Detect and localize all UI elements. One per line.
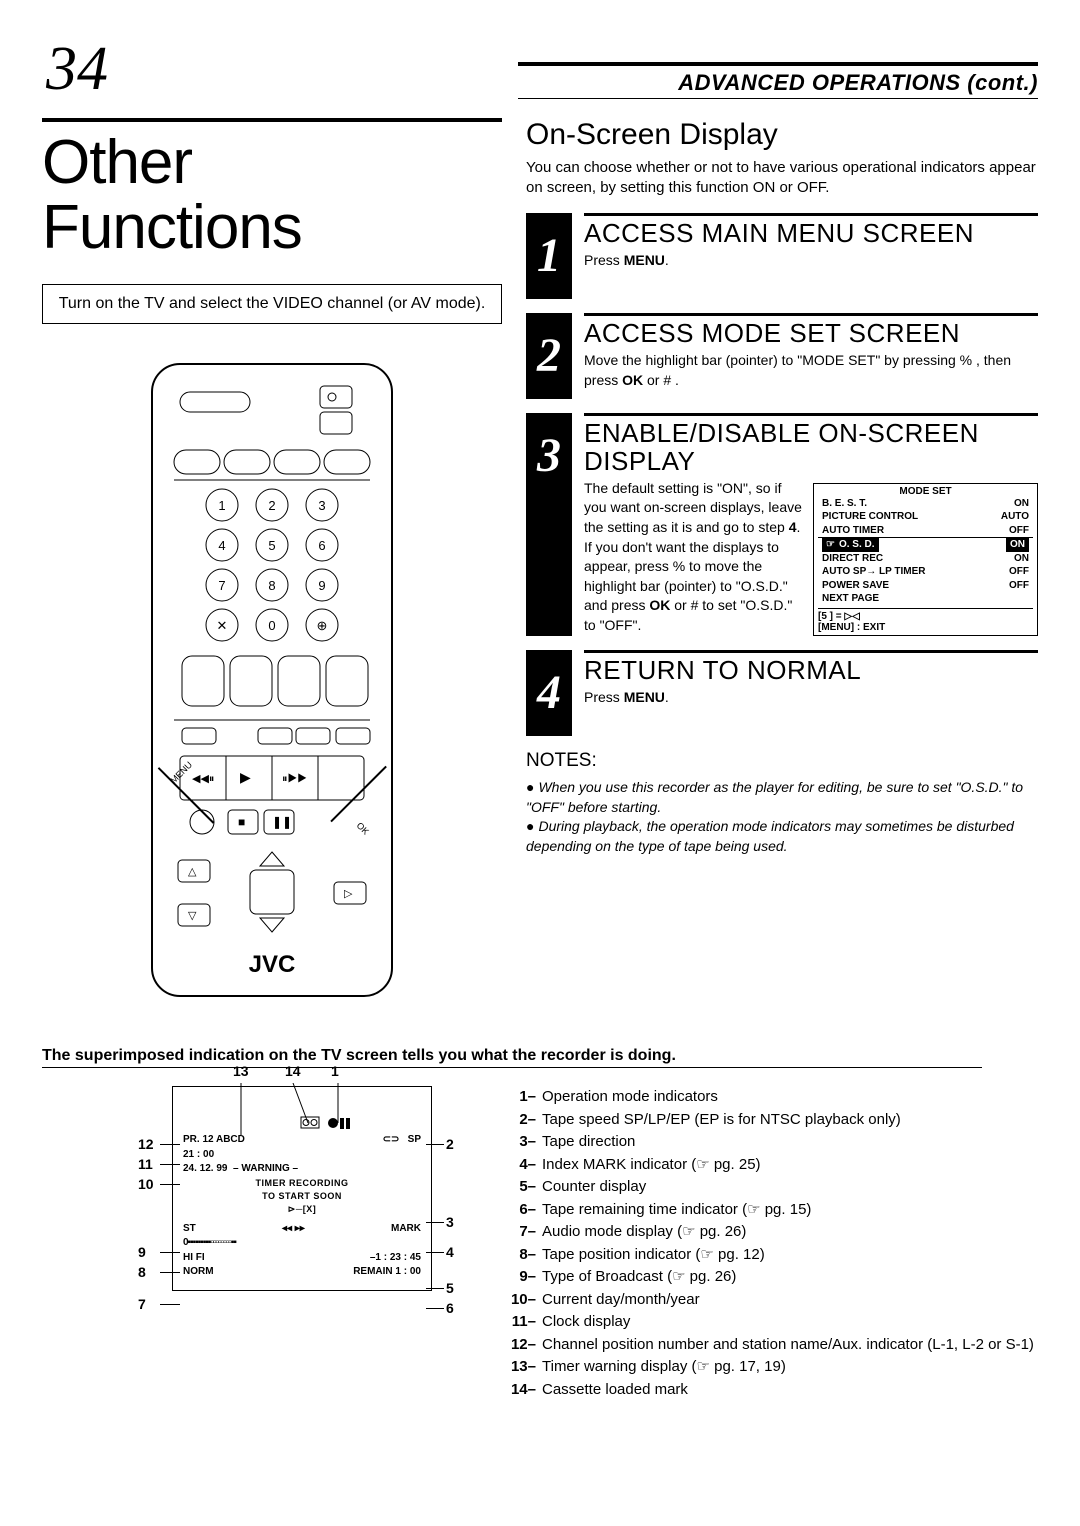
step-text: The default setting is "ON", so if you w… (584, 479, 803, 636)
step-number: 2 (526, 313, 572, 399)
svg-text:3: 3 (318, 498, 325, 513)
leader-label: 6 (446, 1300, 454, 1316)
legend-item: 11–Clock display (506, 1311, 1038, 1334)
subsection-title: On-Screen Display (526, 118, 1038, 152)
leader-label: 8 (138, 1264, 146, 1280)
svg-text:2: 2 (268, 498, 275, 513)
step-number: 3 (526, 413, 572, 636)
legend-item: 4–Index MARK indicator (☞ pg. 25) (506, 1154, 1038, 1177)
leader-label: 2 (446, 1136, 454, 1152)
remote-illustration: 1 2 3 4 5 6 7 8 9 ✕ 0 ⊕ (42, 360, 502, 1005)
svg-text:▶: ▶ (240, 769, 251, 785)
legend-item: 6–Tape remaining time indicator (☞ pg. 1… (506, 1199, 1038, 1222)
leader-label: 5 (446, 1280, 454, 1296)
legend-item: 2–Tape speed SP/LP/EP (EP is for NTSC pl… (506, 1109, 1038, 1132)
svg-text:⊕: ⊕ (317, 618, 328, 633)
svg-text:❚❚: ❚❚ (272, 815, 292, 829)
svg-text:7: 7 (218, 578, 225, 593)
leader-label: 11 (138, 1156, 153, 1172)
svg-text:1: 1 (218, 498, 225, 513)
svg-text:OK: OK (355, 821, 371, 837)
leader-label: 7 (138, 1296, 146, 1312)
step-3: 3 ENABLE/DISABLE ON-SCREEN DISPLAY The d… (526, 413, 1038, 636)
leader-label: 9 (138, 1244, 146, 1260)
mode-set-screen: MODE SET B. E. S. T.ON PICTURE CONTROLAU… (813, 483, 1038, 636)
header-title: ADVANCED OPERATIONS (cont.) (518, 62, 1038, 99)
svg-text:⏸▶▶: ⏸▶▶ (282, 773, 307, 785)
svg-text:✕: ✕ (217, 618, 228, 633)
step-text: Press MENU. (584, 251, 1038, 271)
main-title: Other Functions (42, 130, 502, 260)
legend-item: 3–Tape direction (506, 1131, 1038, 1154)
step-text: Press MENU. (584, 688, 1038, 708)
step-2: 2 ACCESS MODE SET SCREEN Move the highli… (526, 313, 1038, 399)
svg-text:0: 0 (268, 618, 275, 633)
mode-set-title: MODE SET (818, 486, 1033, 497)
step-title: ENABLE/DISABLE ON-SCREEN DISPLAY (584, 420, 1038, 475)
mode-set-highlight: ☞ O. S. D. ON (818, 538, 1033, 552)
svg-text:▽: ▽ (188, 910, 197, 922)
svg-text:◀◀⏸: ◀◀⏸ (192, 773, 214, 785)
legend-item: 12–Channel position number and station n… (506, 1334, 1038, 1357)
legend-item: 13–Timer warning display (☞ pg. 17, 19) (506, 1356, 1038, 1379)
legend-item: 8–Tape position indicator (☞ pg. 12) (506, 1244, 1038, 1267)
lead-text: You can choose whether or not to have va… (526, 158, 1038, 199)
legend-item: 5–Counter display (506, 1176, 1038, 1199)
step-4: 4 RETURN TO NORMAL Press MENU. (526, 650, 1038, 736)
page-number: 34 (46, 34, 108, 105)
legend-item: 14–Cassette loaded mark (506, 1379, 1038, 1402)
legend-item: 1–Operation mode indicators (506, 1086, 1038, 1109)
title-line2: Functions (42, 193, 302, 262)
step-title: ACCESS MODE SET SCREEN (584, 320, 1038, 347)
title-line1: Other (42, 128, 192, 197)
step-number: 1 (526, 213, 572, 299)
leader-label: 4 (446, 1244, 454, 1260)
step-number: 4 (526, 650, 572, 736)
left-column: Other Functions Turn on the TV and selec… (42, 118, 502, 1005)
remote-brand: JVC (249, 951, 296, 978)
leader-label: 10 (138, 1176, 154, 1192)
note-item: When you use this recorder as the player… (526, 779, 1023, 815)
legend-item: 10–Current day/month/year (506, 1289, 1038, 1312)
svg-text:△: △ (188, 866, 197, 878)
tv-display-diagram: 13 14 1 PR. 12 ABCD⊂⊃ SP 21 : 00 24. 12.… (42, 1086, 482, 1401)
step-text: Move the highlight bar (pointer) to "MOD… (584, 351, 1038, 390)
svg-text:4: 4 (218, 538, 225, 553)
svg-text:MENU: MENU (168, 760, 194, 786)
instruction-box: Turn on the TV and select the VIDEO chan… (42, 284, 502, 324)
leader-label: 12 (138, 1136, 154, 1152)
svg-text:■: ■ (238, 815, 245, 829)
svg-text:8: 8 (268, 578, 275, 593)
right-column: On-Screen Display You can choose whether… (526, 118, 1038, 1005)
svg-text:9: 9 (318, 578, 325, 593)
legend-item: 7–Audio mode display (☞ pg. 26) (506, 1221, 1038, 1244)
leader-label: 3 (446, 1214, 454, 1230)
note-item: During playback, the operation mode indi… (526, 818, 1014, 854)
legend: 1–Operation mode indicators2–Tape speed … (506, 1086, 1038, 1401)
legend-item: 9–Type of Broadcast (☞ pg. 26) (506, 1266, 1038, 1289)
step-1: 1 ACCESS MAIN MENU SCREEN Press MENU. (526, 213, 1038, 299)
step-title: RETURN TO NORMAL (584, 657, 1038, 684)
superimpose-heading: The superimposed indication on the TV sc… (42, 1047, 982, 1068)
svg-text:▷: ▷ (344, 888, 353, 900)
svg-text:6: 6 (318, 538, 325, 553)
svg-text:5: 5 (268, 538, 275, 553)
notes-title: NOTES: (526, 750, 1038, 772)
notes-list: ●When you use this recorder as the playe… (526, 778, 1038, 856)
step-title: ACCESS MAIN MENU SCREEN (584, 220, 1038, 247)
